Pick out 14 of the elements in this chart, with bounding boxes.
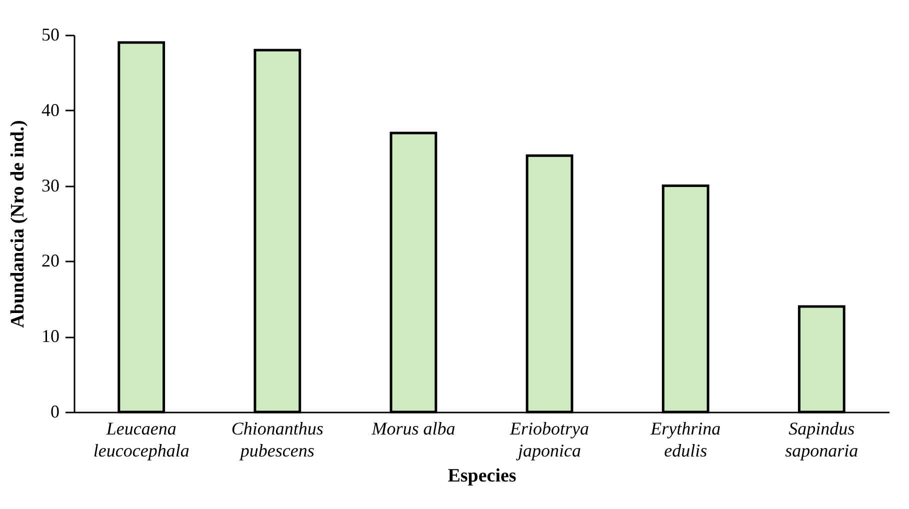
y-tick-label: 30 [42, 175, 60, 196]
y-tick-label: 40 [42, 100, 60, 120]
x-tick-label: Morus alba [370, 418, 456, 438]
y-tick-label: 0 [50, 402, 60, 422]
y-axis-title: Abundancia (Nro de ind.) [8, 120, 28, 328]
x-tick-label: Eriobotrya japonica [509, 418, 590, 460]
y-tick-label: 20 [42, 250, 60, 271]
x-tick-label: Erythrina edulis [650, 418, 721, 460]
y-tick-label: 10 [42, 326, 60, 346]
x-axis-title: Especies [448, 466, 516, 486]
x-tick-label: Sapindus saponaria [785, 418, 858, 460]
x-tick-label: Chionanthus pubescens [231, 418, 324, 460]
y-tick-label: 50 [42, 24, 60, 44]
x-tick-label: Leucaena leucocephala [93, 418, 190, 460]
